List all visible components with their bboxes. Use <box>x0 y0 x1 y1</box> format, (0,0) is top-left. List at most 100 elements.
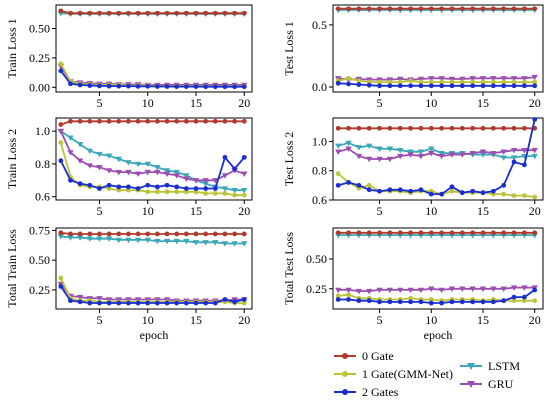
data-point <box>377 83 382 89</box>
data-point <box>386 146 394 152</box>
data-point <box>490 286 497 292</box>
data-point <box>193 10 199 16</box>
y-axis-label: Train Loss 1 <box>5 18 19 78</box>
data-point <box>418 230 424 236</box>
data-point <box>387 125 393 131</box>
data-point <box>521 6 527 12</box>
data-point <box>459 79 465 85</box>
data-point <box>459 190 465 196</box>
data-point <box>116 300 122 306</box>
data-point <box>173 173 180 179</box>
data-point <box>335 230 341 236</box>
plot-frame <box>332 4 544 93</box>
data-point <box>428 125 434 131</box>
data-point <box>241 241 248 247</box>
data-point <box>448 152 456 158</box>
data-point <box>366 187 372 193</box>
data-point <box>346 297 351 302</box>
data-point <box>57 234 65 240</box>
data-point <box>521 193 527 199</box>
data-point <box>521 148 528 154</box>
data-point <box>203 191 209 196</box>
plot-frame <box>55 227 253 310</box>
data-point <box>490 76 497 82</box>
data-point <box>449 230 455 236</box>
series-gru <box>57 128 248 184</box>
data-point <box>377 6 382 12</box>
data-point <box>490 150 497 157</box>
legend-marker-2-gates <box>334 389 356 395</box>
data-point <box>193 186 199 191</box>
legend-label-gru: GRU <box>488 376 514 391</box>
data-point <box>76 235 84 241</box>
data-point <box>105 236 113 242</box>
data-point <box>500 286 507 292</box>
data-point <box>145 118 151 124</box>
x-tick-label: 20 <box>238 204 250 218</box>
data-point <box>511 294 517 300</box>
data-point <box>106 83 112 89</box>
y-tick-label: 0.25 <box>29 283 50 297</box>
y-axis-label: Test Loss 2 <box>282 132 296 187</box>
data-point <box>417 287 425 294</box>
data-point <box>203 186 209 191</box>
data-point <box>58 8 64 14</box>
data-point <box>459 152 466 158</box>
data-point <box>115 169 122 176</box>
data-point <box>68 177 73 183</box>
x-tick-label: 10 <box>425 204 437 218</box>
data-point <box>154 238 161 245</box>
data-point <box>334 149 342 155</box>
data-point <box>116 231 122 237</box>
data-point <box>376 156 383 163</box>
series-0-gate <box>58 118 247 127</box>
data-point <box>96 151 103 158</box>
data-point <box>58 61 64 67</box>
data-point <box>532 6 538 12</box>
data-point <box>203 231 209 237</box>
data-point <box>222 191 228 196</box>
data-point <box>126 300 131 306</box>
data-point <box>521 162 527 168</box>
data-point <box>510 76 518 82</box>
data-point <box>459 299 465 305</box>
data-point <box>490 125 496 131</box>
y-axis-label: Train Loss 2 <box>5 129 19 189</box>
data-point <box>115 156 122 163</box>
data-point <box>67 150 74 156</box>
legend-label-lstm: LSTM <box>488 358 521 373</box>
y-tick-label: 0.6 <box>35 190 50 204</box>
data-point <box>212 300 218 306</box>
data-point <box>125 169 132 176</box>
data-point <box>459 83 465 89</box>
data-point <box>232 299 238 305</box>
data-point <box>511 83 517 89</box>
data-point <box>87 300 93 306</box>
data-point <box>231 241 238 247</box>
data-point <box>366 82 372 88</box>
data-point <box>397 187 403 193</box>
data-point <box>470 188 476 194</box>
data-point <box>511 298 517 304</box>
data-point <box>501 230 507 236</box>
data-point <box>58 283 64 289</box>
data-point <box>479 76 487 82</box>
panel-test-loss-2: 5 10 15 20 0.6 0.8 1.0 Test Loss 2 <box>282 117 544 218</box>
data-point <box>106 231 112 237</box>
y-tick-label: 0.6 <box>312 193 327 207</box>
data-point <box>335 297 341 302</box>
data-point <box>87 118 93 124</box>
y-tick-label: 0.5 <box>312 18 327 32</box>
data-point <box>345 140 352 147</box>
data-point <box>501 182 507 188</box>
y-tick-label: 0.25 <box>29 51 50 65</box>
data-point <box>202 240 209 246</box>
data-point <box>154 165 161 171</box>
data-point <box>96 296 103 302</box>
plot-frame <box>55 4 253 93</box>
data-point <box>193 84 199 89</box>
x-tick-label: 5 <box>96 204 102 218</box>
data-point <box>232 192 238 198</box>
data-point <box>164 189 170 195</box>
data-point <box>490 79 496 85</box>
